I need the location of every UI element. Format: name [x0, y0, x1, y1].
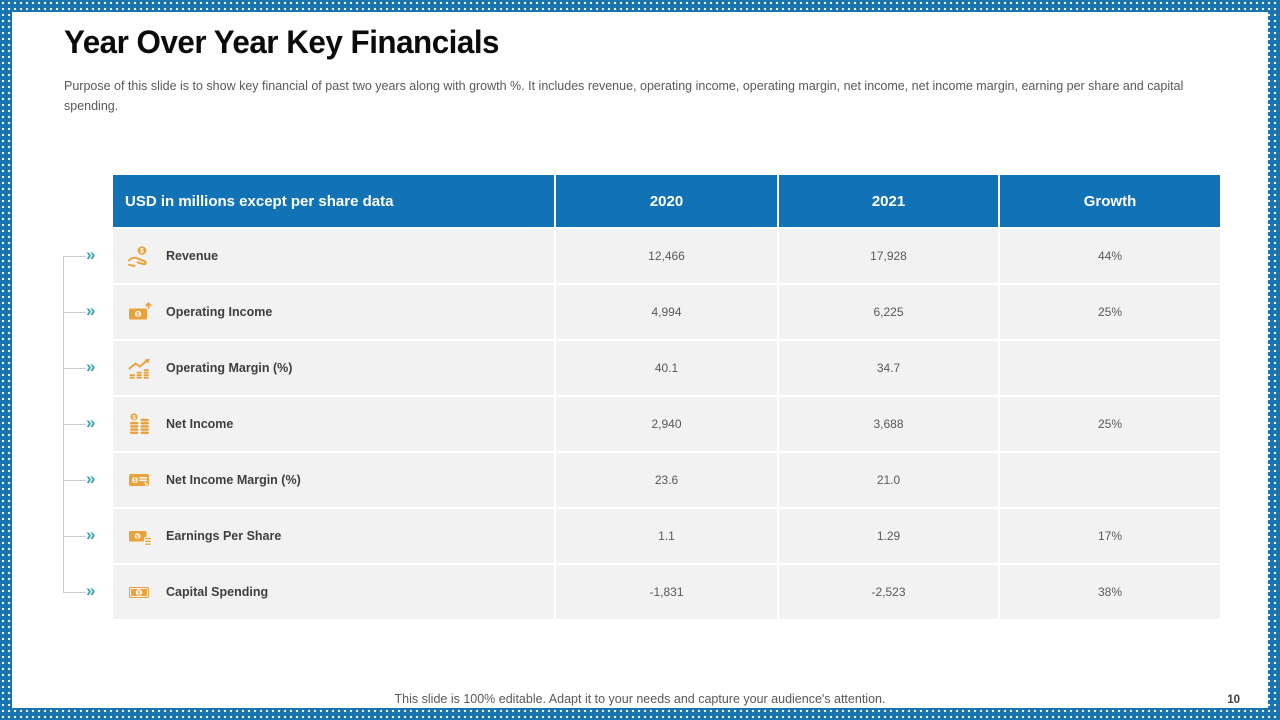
chevron-right-icon: »: [86, 413, 96, 432]
value-2021: -2,523: [779, 565, 998, 619]
chevron-right-icon: »: [86, 469, 96, 488]
metric-cell: Operating Margin (%): [113, 341, 554, 395]
svg-text:$: $: [133, 478, 137, 484]
value-2020: 1.1: [556, 509, 777, 563]
svg-text:$: $: [137, 591, 141, 597]
metric-cell: $ Capital Spending: [113, 565, 554, 619]
slide-footer-note: This slide is 100% editable. Adapt it to…: [394, 692, 886, 706]
connector-stub: [63, 368, 86, 369]
value-2020: 2,940: [556, 397, 777, 451]
svg-text:$: $: [140, 248, 144, 255]
metric-label: Operating Income: [166, 305, 273, 319]
growth-chart-icon: [126, 356, 154, 380]
metric-cell: $ Earnings Per Share: [113, 509, 554, 563]
connector-stub: [63, 536, 86, 537]
value-2021: 21.0: [779, 453, 998, 507]
financials-table: USD in millions except per share data 20…: [113, 175, 1220, 619]
metric-cell: $ Revenue: [113, 229, 554, 283]
chevron-right-icon: »: [86, 245, 96, 264]
value-growth: 25%: [1000, 285, 1220, 339]
value-growth: [1000, 453, 1220, 507]
slide-subtitle: Purpose of this slide is to show key fin…: [64, 79, 1184, 113]
metric-label: Capital Spending: [166, 585, 269, 599]
svg-text:$: $: [136, 534, 139, 540]
connector-stub: [63, 256, 86, 257]
table-row: $ Capital Spending -1,831 -2,523 38%: [113, 565, 1220, 619]
value-2021: 17,928: [779, 229, 998, 283]
header-2021: 2021: [779, 175, 998, 227]
value-2020: -1,831: [556, 565, 777, 619]
svg-text:$: $: [136, 312, 140, 318]
page-title: Year Over Year Key Financials: [64, 24, 499, 60]
value-growth: 38%: [1000, 565, 1220, 619]
table-row: $ Operating Income 4,994 6,225 25%: [113, 285, 1220, 339]
page-number: 10: [1227, 694, 1240, 706]
chevron-right-icon: »: [86, 581, 96, 600]
metric-cell: $ Net Income: [113, 397, 554, 451]
metric-label: Earnings Per Share: [166, 529, 282, 543]
banknote-coin-icon: $: [126, 580, 154, 604]
chevron-right-icon: »: [86, 301, 96, 320]
connector-stub: [63, 312, 86, 313]
table-row: $ Net Income 2,940 3,688 25%: [113, 397, 1220, 451]
table-row: $ Net Income Margin (%) 23.6 21.0: [113, 453, 1220, 507]
table-header-row: USD in millions except per share data 20…: [113, 175, 1220, 227]
bill-lines-icon: $: [126, 468, 154, 492]
chevron-right-icon: »: [86, 357, 96, 376]
header-2020: 2020: [556, 175, 777, 227]
value-growth: [1000, 341, 1220, 395]
value-2021: 34.7: [779, 341, 998, 395]
chevron-right-icon: »: [86, 525, 96, 544]
metric-label: Net Income Margin (%): [166, 473, 301, 487]
metric-label: Operating Margin (%): [166, 361, 293, 375]
metric-cell: $ Operating Income: [113, 285, 554, 339]
connector-stub: [63, 424, 86, 425]
connector-stub: [63, 480, 86, 481]
svg-text:$: $: [132, 415, 136, 421]
value-growth: 25%: [1000, 397, 1220, 451]
metric-label: Net Income: [166, 417, 234, 431]
value-2020: 4,994: [556, 285, 777, 339]
coin-stacks-icon: $: [126, 412, 154, 436]
value-growth: 17%: [1000, 509, 1220, 563]
value-growth: 44%: [1000, 229, 1220, 283]
value-2020: 23.6: [556, 453, 777, 507]
header-growth: Growth: [1000, 175, 1220, 227]
value-2020: 12,466: [556, 229, 777, 283]
metric-label: Revenue: [166, 249, 219, 263]
bill-coins-icon: $: [126, 524, 154, 548]
banknote-arrow-icon: $: [126, 300, 154, 324]
table-body: $ Revenue 12,466 17,928 44% $ Operating …: [113, 229, 1220, 619]
value-2021: 1.29: [779, 509, 998, 563]
header-metric: USD in millions except per share data: [113, 175, 554, 227]
table-row: $ Earnings Per Share 1.1 1.29 17%: [113, 509, 1220, 563]
table-row: $ Revenue 12,466 17,928 44%: [113, 229, 1220, 283]
connector-line: [63, 256, 64, 592]
value-2021: 6,225: [779, 285, 998, 339]
hand-coin-icon: $: [126, 244, 154, 268]
slide: Year Over Year Key Financials Purpose of…: [12, 12, 1268, 708]
value-2021: 3,688: [779, 397, 998, 451]
table-row: Operating Margin (%) 40.1 34.7: [113, 341, 1220, 395]
value-2020: 40.1: [556, 341, 777, 395]
metric-cell: $ Net Income Margin (%): [113, 453, 554, 507]
connector-stub: [63, 592, 86, 593]
